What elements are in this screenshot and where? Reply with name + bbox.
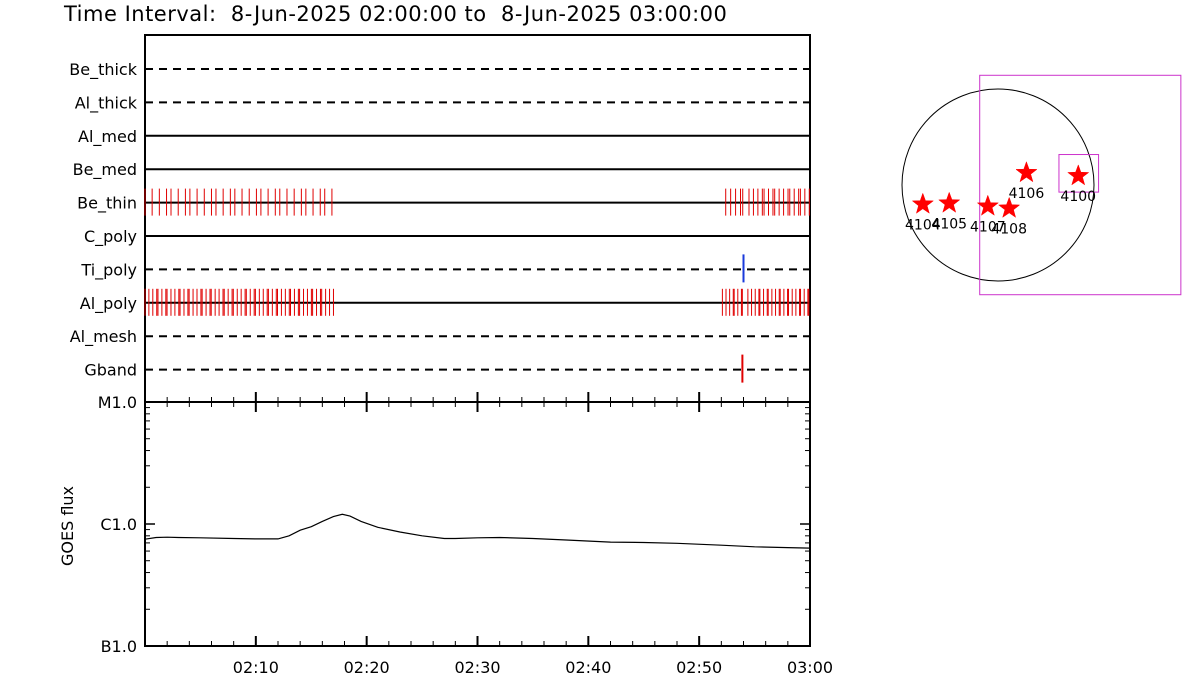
ar-star-marker: [911, 192, 935, 214]
fov-large-box: [979, 74, 1182, 296]
ar-label: 4105: [931, 216, 967, 232]
row-label-be-thin: Be_thin: [77, 194, 137, 214]
x-tick-label: 02:40: [565, 658, 611, 677]
solar-limb: [901, 88, 1095, 282]
fov-small-box: [1058, 154, 1100, 193]
timeline-frame: [144, 34, 811, 403]
row-label-al-poly: Al_poly: [80, 294, 137, 314]
goes-flux-line: [144, 513, 811, 549]
ar-label: 4100: [1060, 189, 1096, 205]
goes-flux-panel: B1.0 C1.0 M1.0 GOES flux 02:10 02:20 02:30 02:4…: [58, 393, 833, 677]
filter-timeline-panel: Be_thick Al_thick Al_med Be_med Be_thin C_pol…: [69, 34, 811, 403]
ar-star-marker: [998, 196, 1021, 218]
row-label-gband: Gband: [84, 361, 137, 380]
row-label-al-mesh: Al_mesh: [70, 327, 137, 347]
row-label-al-thick: Al_thick: [75, 93, 138, 113]
y-tick-label: C1.0: [100, 515, 137, 534]
ar-star-marker: [938, 191, 961, 213]
ar-label: 4104: [905, 217, 941, 233]
row-label-ti-poly: Ti_poly: [80, 260, 137, 280]
ar-label: 4106: [1009, 186, 1045, 202]
row-label-be-thick: Be_thick: [69, 60, 137, 80]
x-tick-label: 02:10: [233, 658, 279, 677]
row-label-al-med: Al_med: [78, 127, 137, 147]
ar-star-marker: [976, 194, 1000, 216]
ar-star-marker: [1067, 164, 1090, 186]
ar-star-marker: [1015, 161, 1038, 183]
x-tick-label: 02:50: [676, 658, 722, 677]
ar-label: 4107: [970, 219, 1006, 235]
x-tick-label: 03:00: [787, 658, 833, 677]
row-label-c-poly: C_poly: [84, 227, 137, 247]
row-label-be-med: Be_med: [73, 160, 137, 180]
x-tick-label: 02:30: [454, 658, 500, 677]
y-tick-label: M1.0: [98, 393, 137, 412]
x-tick-label: 02:20: [344, 658, 390, 677]
y-axis-label: GOES flux: [58, 486, 77, 566]
chart-title: Time Interval: 8-Jun-2025 02:00:00 to 8-…: [64, 2, 728, 26]
ar-label: 4108: [991, 221, 1027, 237]
y-tick-label: B1.0: [101, 637, 137, 656]
goes-frame: [144, 401, 811, 647]
